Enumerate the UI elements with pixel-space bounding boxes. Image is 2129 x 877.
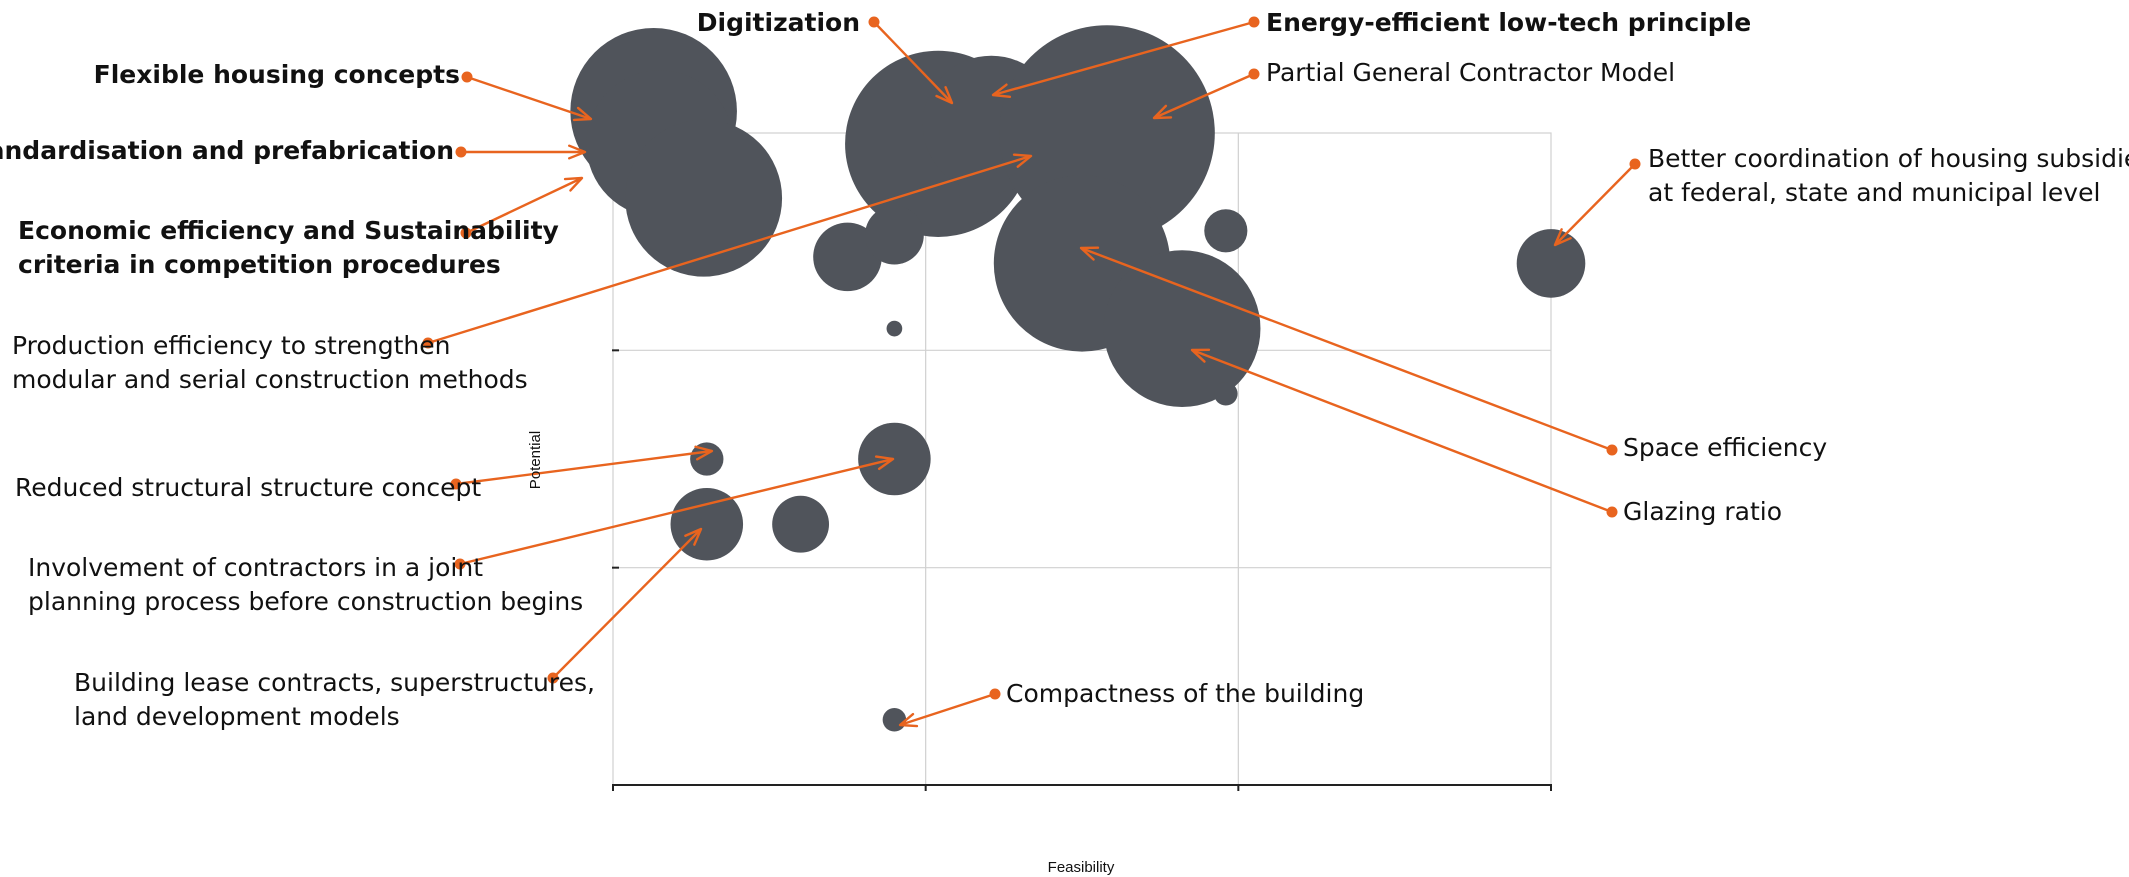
callout-arrowhead-1 <box>935 86 954 105</box>
callout-line-4 <box>466 75 592 121</box>
callout-line-12 <box>459 457 894 566</box>
bubble-15 <box>1516 229 1586 298</box>
annotation-label-13: Building lease contracts, superstructure… <box>74 668 595 731</box>
bubble-6 <box>959 174 999 214</box>
callout-dot-13 <box>547 672 559 684</box>
annotation-line: Production efficiency to strengthen <box>12 331 450 360</box>
callout-arrowhead-4 <box>572 106 593 122</box>
callout-arrowhead-11 <box>694 445 714 461</box>
callout-arrowhead-3 <box>1152 104 1173 120</box>
annotation-line: Energy-efficient low-tech principle <box>1266 8 1751 37</box>
bubble-10 <box>813 222 882 292</box>
annotation-line: land development models <box>74 702 400 731</box>
callout-line-2 <box>992 20 1255 97</box>
annotation-label-5: Standardisation and prefabrication <box>0 136 454 165</box>
annotation-label-8: Better coordination of housing subsidies… <box>1648 144 2129 207</box>
bubble-16 <box>690 442 724 476</box>
annotation-label-6: Economic efficiency and Sustainability cr… <box>18 216 559 279</box>
callout-arrowhead-10 <box>1190 348 1211 363</box>
annotation-label-9: Space efficiency <box>1623 433 1827 462</box>
callout-dot-9 <box>1606 444 1618 456</box>
x-axis-title: Feasibility <box>1048 859 1115 876</box>
callout-dot-10 <box>1606 506 1618 518</box>
callout-line-1 <box>873 21 953 104</box>
callout-dot-14 <box>989 688 1001 700</box>
annotation-label-2: Energy-efficient low-tech principle <box>1266 8 1751 37</box>
callout-line-10 <box>1191 348 1613 514</box>
bubble-9 <box>1103 250 1261 407</box>
annotation-line: Digitization <box>697 8 860 37</box>
bubble-11 <box>865 205 924 265</box>
axes <box>612 349 1552 791</box>
bubble-14 <box>1214 382 1238 406</box>
callout-dot-4 <box>461 71 473 83</box>
annotation-line: planning process before construction beg… <box>28 587 583 616</box>
callout-arrowhead-12 <box>874 455 895 471</box>
callout-arrowhead-6 <box>563 176 584 192</box>
bubble-20 <box>882 708 907 732</box>
callout-line-9 <box>1080 246 1613 452</box>
annotation-label-14: Compactness of the building <box>1006 679 1364 708</box>
callout-dot-2 <box>1248 16 1260 28</box>
callout-arrowhead-7 <box>1012 153 1033 168</box>
annotation-label-1: Digitization <box>697 8 860 37</box>
bubbles <box>570 25 1586 732</box>
bubble-3 <box>625 119 783 277</box>
bubble-12 <box>886 320 903 337</box>
annotation-line: Space efficiency <box>1623 433 1827 462</box>
callout-arrowhead-13 <box>684 527 703 546</box>
callout-dot-3 <box>1248 68 1260 80</box>
callout-dot-8 <box>1629 158 1641 170</box>
annotation-label-3: Partial General Contractor Model <box>1266 58 1675 87</box>
annotation-line: Flexible housing concepts <box>94 60 460 89</box>
annotation-label-12: Involvement of contractors in a joint pla… <box>28 553 583 616</box>
annotation-line: Glazing ratio <box>1623 497 1782 526</box>
annotation-label-10: Glazing ratio <box>1623 497 1782 526</box>
annotation-line: at federal, state and municipal level <box>1648 178 2100 207</box>
annotation-line: Economic efficiency and Sustainability <box>18 216 559 245</box>
bubble-13 <box>1204 209 1248 253</box>
callout-dot-12 <box>454 558 466 570</box>
callout-line-11 <box>455 449 713 486</box>
callout-arrowhead-9 <box>1079 246 1100 261</box>
callout-line-14 <box>899 692 996 727</box>
annotation-line: Compactness of the building <box>1006 679 1364 708</box>
bubble-19 <box>858 422 931 496</box>
annotation-line: Reduced structural structure concept <box>15 473 481 502</box>
annotation-line: modular and serial construction methods <box>12 365 528 394</box>
annotation-label-4: Flexible housing concepts <box>94 60 460 89</box>
callouts: Digitization Energy-efficient low-tech pr… <box>0 8 2129 731</box>
callout-dot-1 <box>868 16 880 28</box>
bubble-18 <box>772 495 830 553</box>
annotation-label-7: Production efficiency to strengthen modul… <box>12 331 528 394</box>
callout-arrowhead-2 <box>991 83 1012 99</box>
y-axis-title: Potential <box>527 431 544 489</box>
callout-line-8 <box>1554 163 1636 246</box>
annotation-label-11: Reduced structural structure concept <box>15 473 481 502</box>
callout-dot-6 <box>460 227 472 239</box>
callout-line-6 <box>465 176 583 235</box>
callout-line-13 <box>552 528 702 679</box>
callout-arrowhead-5 <box>568 144 587 160</box>
annotation-line: Building lease contracts, superstructure… <box>74 668 595 697</box>
annotation-line: Involvement of contractors in a joint <box>28 553 483 582</box>
annotation-line: Partial General Contractor Model <box>1266 58 1675 87</box>
annotation-line: Better coordination of housing subsidies <box>1648 144 2129 173</box>
callout-dot-5 <box>455 146 467 158</box>
callout-line-7 <box>427 154 1032 345</box>
callout-arrowhead-14 <box>898 712 919 728</box>
callout-arrowhead-8 <box>1553 228 1572 247</box>
callout-line-3 <box>1153 72 1255 120</box>
annotation-line: criteria in competition procedures <box>18 250 501 279</box>
callout-dot-11 <box>450 478 462 490</box>
callout-dot-7 <box>422 337 434 349</box>
annotation-line: Standardisation and prefabrication <box>0 136 454 165</box>
